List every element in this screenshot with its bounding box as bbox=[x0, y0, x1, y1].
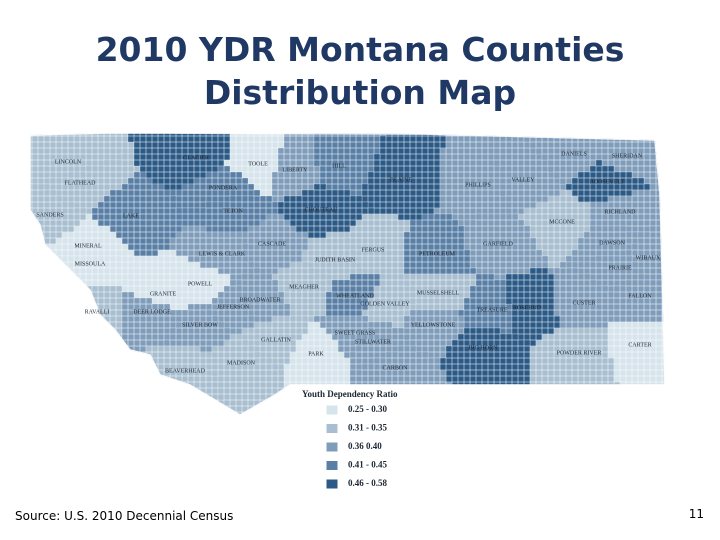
county-label: Pondera bbox=[209, 185, 238, 191]
county-label: Liberty bbox=[283, 167, 309, 173]
county-label: Powder River bbox=[557, 350, 602, 356]
county bbox=[439, 327, 531, 415]
county-label: Carbon bbox=[382, 365, 408, 371]
county bbox=[301, 231, 363, 281]
county-label: Garfield bbox=[483, 241, 513, 247]
page-number: 11 bbox=[688, 507, 704, 521]
county-label: Rosebud bbox=[513, 305, 542, 311]
county bbox=[361, 133, 447, 221]
county-label: Fergus bbox=[361, 247, 384, 253]
county-label: Blaine bbox=[390, 177, 412, 183]
county-label: Park bbox=[308, 351, 324, 357]
county-label: Ravalli bbox=[85, 309, 110, 315]
county-label: Madison bbox=[227, 360, 256, 366]
county-label: Custer bbox=[572, 300, 595, 306]
county bbox=[127, 133, 231, 191]
county-label: Stillwater bbox=[355, 339, 391, 345]
county bbox=[613, 279, 665, 323]
county-label: Sheridan bbox=[612, 153, 643, 159]
county-label: Valley bbox=[511, 177, 535, 183]
county-label: Hill bbox=[332, 163, 346, 169]
county-label: Yellowstone bbox=[411, 322, 456, 328]
legend-title: Youth Dependency Ratio bbox=[302, 389, 398, 399]
legend-label: 0.36 0.40 bbox=[348, 441, 382, 451]
county-label: Chouteau bbox=[305, 207, 339, 213]
county-label: Wheatland bbox=[336, 293, 374, 299]
county bbox=[589, 183, 665, 233]
county-layer bbox=[30, 133, 665, 415]
county-label: Flathead bbox=[65, 180, 97, 186]
county-label: Phillips bbox=[465, 182, 491, 188]
legend: Youth Dependency Ratio 0.25 - 0.30 0.31 - … bbox=[302, 389, 398, 490]
county bbox=[505, 267, 561, 347]
slide-title: 2010 YDR Montana Counties Distribution M… bbox=[95, 30, 625, 112]
county-label: Prairie bbox=[608, 265, 632, 271]
legend-swatch bbox=[325, 404, 339, 416]
county-label: Lake bbox=[123, 213, 139, 219]
county bbox=[271, 133, 321, 203]
legend-label: 0.46 - 0.58 bbox=[348, 478, 387, 488]
county-label: Golden Valley bbox=[360, 301, 410, 307]
legend-swatch bbox=[325, 441, 339, 453]
county-label: Mineral bbox=[74, 243, 102, 249]
legend-label: 0.41 - 0.45 bbox=[348, 460, 387, 470]
county-label: Carter bbox=[628, 342, 651, 348]
county-labels: Lincoln Flathead Glacier Toole Liberty Hill Bl… bbox=[36, 151, 661, 374]
county-label: Musselshell bbox=[417, 290, 460, 296]
county-label: Petroleum bbox=[419, 251, 456, 257]
county-label: Jefferson bbox=[217, 304, 250, 310]
county-label: Richland bbox=[605, 209, 637, 215]
county-label: Sweet Grass bbox=[335, 330, 376, 336]
county-label: Dawson bbox=[599, 240, 626, 246]
county bbox=[277, 183, 375, 239]
county-label: Roosevelt bbox=[590, 179, 625, 185]
source-note: Source: U.S. 2010 Decennial Census bbox=[15, 509, 234, 523]
county-label: Treasure bbox=[476, 307, 507, 313]
county bbox=[49, 345, 225, 415]
county-label: Big Horn bbox=[469, 345, 499, 351]
county bbox=[493, 133, 567, 215]
county-label: Beaverhead bbox=[165, 368, 206, 374]
county bbox=[343, 213, 411, 275]
county-label: Silver Bow bbox=[182, 322, 218, 328]
county-label: Daniels bbox=[561, 151, 587, 157]
county bbox=[565, 159, 651, 203]
county-label: Judith Basin bbox=[315, 257, 356, 263]
county bbox=[349, 321, 411, 371]
county bbox=[30, 285, 123, 415]
county bbox=[121, 249, 189, 311]
county-label: Deer Lodge bbox=[133, 309, 171, 315]
legend-swatch bbox=[325, 478, 339, 490]
county-label: Lincoln bbox=[55, 159, 82, 165]
county-label: Gallatin bbox=[261, 337, 291, 343]
county-label: Missoula bbox=[75, 261, 106, 267]
legend-swatch bbox=[325, 460, 339, 471]
county-label: Granite bbox=[150, 291, 177, 297]
legend-label: 0.25 - 0.30 bbox=[348, 404, 387, 414]
legend-swatch bbox=[325, 423, 339, 434]
county-label: Teton bbox=[223, 208, 243, 214]
county-label: Glacier bbox=[183, 155, 209, 161]
county-label: Lewis & Clark bbox=[199, 251, 246, 257]
county-label: Meagher bbox=[289, 284, 319, 290]
county-label: Broadwater bbox=[239, 297, 280, 303]
county-label: Cascade bbox=[258, 241, 286, 247]
county-label: McCone bbox=[549, 219, 575, 225]
county-label: Wibaux bbox=[636, 255, 661, 261]
county-label: Powell bbox=[188, 281, 213, 287]
legend-label: 0.31 - 0.35 bbox=[348, 423, 387, 433]
county-label: Fallon bbox=[628, 293, 652, 299]
county-label: Toole bbox=[248, 161, 268, 167]
county-label: Sanders bbox=[36, 212, 63, 218]
